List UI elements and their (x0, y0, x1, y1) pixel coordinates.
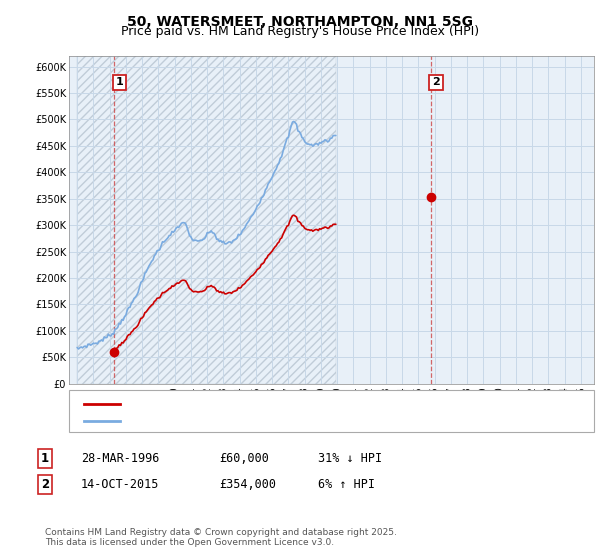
Text: £60,000: £60,000 (219, 451, 269, 465)
Text: 6% ↑ HPI: 6% ↑ HPI (318, 478, 375, 491)
Text: £354,000: £354,000 (219, 478, 276, 491)
Text: HPI: Average price, detached house, West Northamptonshire: HPI: Average price, detached house, West… (129, 416, 468, 426)
Text: Price paid vs. HM Land Registry's House Price Index (HPI): Price paid vs. HM Land Registry's House … (121, 25, 479, 38)
Text: Contains HM Land Registry data © Crown copyright and database right 2025.
This d: Contains HM Land Registry data © Crown c… (45, 528, 397, 547)
Text: 50, WATERSMEET, NORTHAMPTON, NN1 5SG (detached house): 50, WATERSMEET, NORTHAMPTON, NN1 5SG (de… (129, 399, 479, 409)
Text: 1: 1 (115, 77, 123, 87)
Text: 14-OCT-2015: 14-OCT-2015 (81, 478, 160, 491)
Text: 50, WATERSMEET, NORTHAMPTON, NN1 5SG: 50, WATERSMEET, NORTHAMPTON, NN1 5SG (127, 15, 473, 29)
Text: 28-MAR-1996: 28-MAR-1996 (81, 451, 160, 465)
Text: 1: 1 (41, 451, 49, 465)
Text: 31% ↓ HPI: 31% ↓ HPI (318, 451, 382, 465)
Text: 2: 2 (41, 478, 49, 491)
Text: 2: 2 (432, 77, 440, 87)
